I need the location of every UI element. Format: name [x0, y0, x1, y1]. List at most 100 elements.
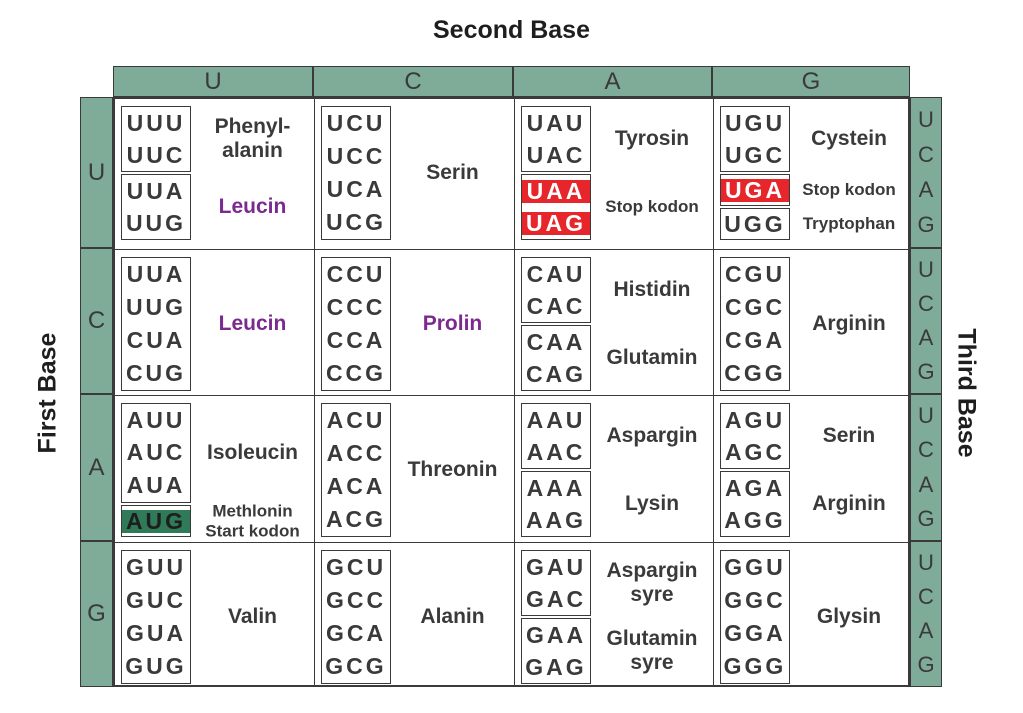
- codon-cell-uc: UCU UCC UCA UCG Serin: [315, 99, 515, 250]
- codon-group: CCU CCC CCA CCG: [321, 257, 391, 391]
- third-base-letter: U: [918, 257, 934, 282]
- codon-cell-ca: CAU CAC Histidin CAA CAG Glutamin: [515, 250, 714, 396]
- codon: AAC: [526, 438, 586, 465]
- codon: CAC: [526, 292, 586, 319]
- third-base-letter: A: [918, 177, 934, 203]
- stop-codon: UAG: [522, 211, 590, 235]
- codon: UGU: [724, 109, 786, 136]
- codon-group: UGU UGC: [720, 106, 790, 172]
- amino-acid-label: Stop kodon: [802, 180, 896, 200]
- codon-cell-cu: UUA UUG CUA CUG Leucin: [115, 250, 315, 396]
- codon: GCA: [325, 620, 387, 646]
- codon: GCG: [325, 653, 387, 679]
- codon-group: UGG: [720, 208, 790, 240]
- codon-cell-au: AUU AUC AUA Isoleucin AUG Methlonin Start kodo…: [115, 396, 315, 543]
- codon: GAG: [525, 653, 587, 680]
- amino-acid-label: Prolin: [422, 311, 483, 335]
- codon-group: AAA AAG: [521, 471, 591, 537]
- codon-cell-cc: CCU CCC CCA CCG Prolin: [315, 250, 515, 396]
- codon-group: ACU ACC ACA ACG: [321, 403, 391, 537]
- codon-group: CAU CAC: [521, 257, 591, 323]
- first-base-header-g: G: [80, 541, 113, 687]
- codon: AUU: [126, 406, 186, 433]
- codon-cell-gg: GGU GGC GGA GGG Glysin: [714, 543, 908, 685]
- codon: GCU: [325, 554, 387, 580]
- codon: ACG: [325, 506, 387, 532]
- third-base-title: Third Base: [952, 328, 981, 458]
- codon: ACU: [326, 407, 386, 433]
- codon: UUU: [126, 109, 186, 136]
- third-base-letter: U: [918, 106, 934, 132]
- codon: AAG: [525, 506, 587, 533]
- codon: CUA: [126, 327, 186, 353]
- amino-acid-label: Tyrosin: [614, 126, 690, 150]
- amino-acid-label: Glutamin: [606, 345, 698, 369]
- amino-acid-label: Histidin: [613, 277, 691, 301]
- amino-acid-label: Aspargin: [606, 423, 698, 447]
- codon-group: UCU UCC UCA UCG: [321, 106, 391, 240]
- codon-group: GUU GUC GUA GUG: [121, 550, 191, 684]
- codon: GUA: [125, 620, 187, 646]
- codon-cell-aa: AAU AAC Aspargin AAA AAG Lysin: [515, 396, 714, 543]
- second-base-title: Second Base: [432, 16, 590, 44]
- first-base-header-c: C: [80, 248, 113, 394]
- stop-codon: UGA: [721, 178, 789, 202]
- codon-group: GCU GCC GCA GCG: [321, 550, 391, 684]
- codon: UUG: [125, 294, 187, 320]
- codon: UCG: [325, 209, 387, 235]
- codon: UUA: [126, 177, 186, 204]
- codon-group: CAA CAG: [521, 325, 591, 391]
- amino-acid-label: Glutamin syre: [606, 626, 698, 674]
- codon: CCA: [326, 327, 386, 353]
- codon: AGG: [724, 506, 786, 533]
- third-base-letter: U: [918, 550, 934, 575]
- codon: GAA: [525, 621, 587, 648]
- third-base-letter: A: [918, 471, 934, 497]
- third-base-letter: G: [917, 212, 935, 238]
- third-base-letter: C: [918, 584, 934, 609]
- codon-cell-uu: UUU UUC Phenyl-alanin UUA UUG Leucin: [115, 99, 315, 250]
- second-base-header-u: U: [113, 66, 313, 97]
- codon: UAU: [526, 109, 586, 136]
- codon: CGU: [724, 261, 786, 287]
- codon-group: UUA UUG CUA CUG: [121, 257, 191, 391]
- codon: GCC: [325, 587, 387, 613]
- codon-group: AGU AGC: [720, 403, 790, 469]
- amino-acid-label: Alanin: [420, 604, 485, 628]
- codon-group: AUG: [121, 505, 191, 537]
- third-base-letter: G: [917, 359, 935, 384]
- codon: AAU: [526, 406, 586, 433]
- codon-cell-ug: UGU UGC Cystein UGA Stop kodon UGG Tryptophan: [714, 99, 908, 250]
- amino-acid-label: Aspargin syre: [606, 558, 698, 606]
- codon-group: GAA GAG: [521, 618, 591, 684]
- amino-acid-label: Threonin: [407, 457, 498, 481]
- codon: CGG: [724, 360, 786, 386]
- stop-codon: UAA: [522, 179, 590, 203]
- codon-group: GAU GAC: [521, 550, 591, 616]
- codon: CGC: [724, 294, 786, 320]
- amino-acid-label: Cystein: [811, 126, 887, 150]
- third-base-letter: A: [918, 618, 934, 643]
- codon: UUA: [126, 261, 186, 287]
- amino-acid-label: Leucin: [218, 194, 287, 218]
- codon: GGG: [723, 653, 787, 679]
- codon: GGC: [724, 587, 786, 613]
- codon-group: CGU CGC CGA CGG: [720, 257, 790, 391]
- codon: CCG: [325, 360, 387, 386]
- codon: CAG: [525, 360, 587, 387]
- codon: UAC: [526, 141, 586, 168]
- codon: UGC: [724, 141, 786, 168]
- codon: UUG: [125, 209, 187, 236]
- codon-grid: UUU UUC Phenyl-alanin UUA UUG Leucin UCU UCC UCA…: [113, 97, 910, 687]
- amino-acid-label: Valin: [227, 604, 278, 628]
- amino-acid-label: Isoleucin: [206, 440, 299, 464]
- codon-group: UGA: [720, 174, 790, 206]
- amino-acid-label: Phenyl-alanin: [214, 114, 291, 162]
- codon-group: GGU GGC GGA GGG: [720, 550, 790, 684]
- codon: AAA: [526, 474, 586, 501]
- codon-cell-ac: ACU ACC ACA ACG Threonin: [315, 396, 515, 543]
- amino-acid-label: Methlonin Start kodon: [205, 501, 300, 540]
- codon-group: AGA AGG: [720, 471, 790, 537]
